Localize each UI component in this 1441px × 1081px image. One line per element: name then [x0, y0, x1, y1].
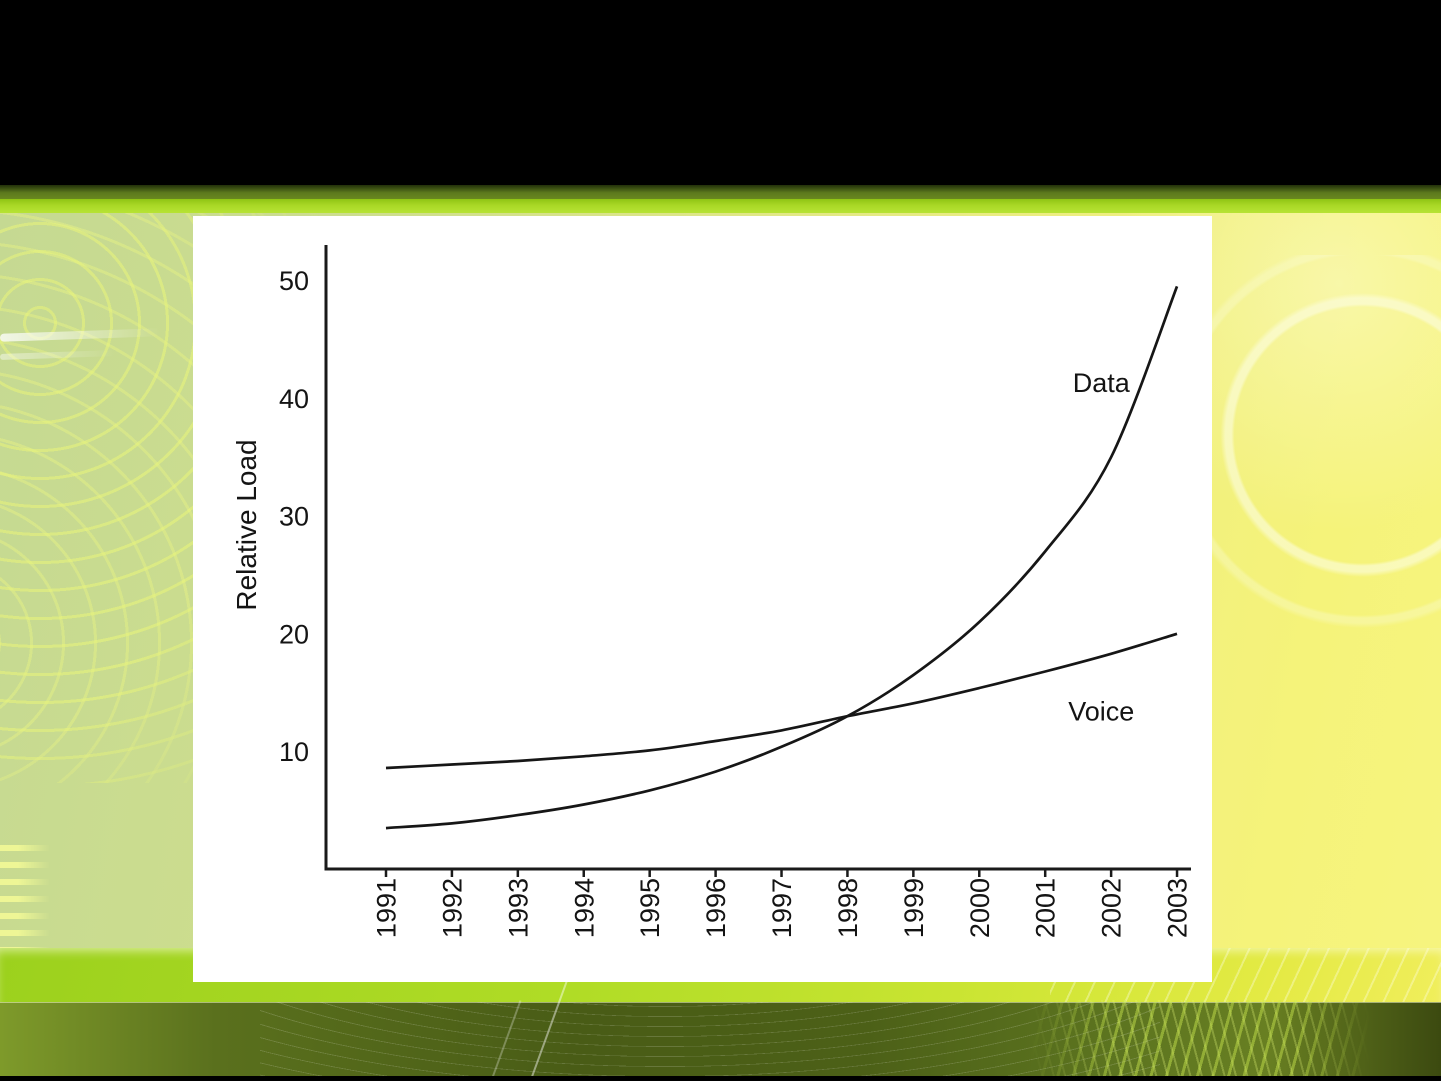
x-tick-label: 1995 — [635, 878, 665, 938]
y-tick-label: 10 — [279, 737, 309, 767]
voice-series-line — [385, 632, 1178, 770]
arc-pattern-decoration — [260, 1002, 1160, 1076]
top-black-bar — [0, 0, 1441, 185]
bottom-black-bar — [0, 1076, 1441, 1081]
weave-pattern-decoration — [1030, 1000, 1370, 1076]
chart-panel: 10 20 30 40 50 1991 1992 1993 1994 1995 1996 1997 19… — [193, 216, 1212, 982]
voice-series-label: Voice — [1068, 697, 1134, 727]
y-axis-title: Relative Load — [231, 439, 262, 610]
bottom-band-dark — [0, 1002, 1441, 1076]
y-tick-label: 50 — [279, 266, 309, 296]
top-accent-stripe-dark — [0, 185, 1441, 199]
y-tick-label: 20 — [279, 619, 309, 649]
x-tick-label: 1993 — [503, 878, 533, 938]
x-tick-label: 1994 — [569, 878, 599, 938]
x-tick-label: 1997 — [767, 878, 797, 938]
x-tick-label: 1991 — [372, 878, 402, 938]
x-tick-label: 2001 — [1031, 878, 1061, 938]
x-tick-label: 1998 — [833, 878, 863, 938]
data-series-label: Data — [1073, 368, 1131, 398]
x-tick-label: 1999 — [899, 878, 929, 938]
x-tick-label: 2000 — [965, 878, 995, 938]
x-tick-label: 2002 — [1097, 878, 1127, 938]
top-accent-stripe-bright — [0, 199, 1441, 213]
y-tick-label: 40 — [279, 384, 309, 414]
x-tick-label: 1996 — [701, 878, 731, 938]
load-chart-svg: 10 20 30 40 50 1991 1992 1993 1994 1995 1996 1997 19… — [231, 245, 1193, 938]
data-series-line — [385, 285, 1179, 830]
y-tick-label: 30 — [279, 502, 309, 532]
x-tick-label: 1992 — [437, 878, 467, 938]
x-tick-label: 2003 — [1163, 878, 1193, 938]
